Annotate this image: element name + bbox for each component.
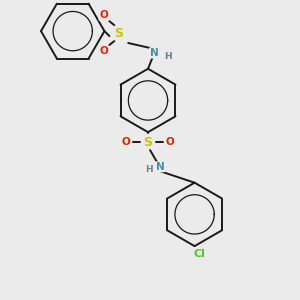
Text: O: O [122,137,130,147]
Text: O: O [99,46,108,56]
Text: H: H [164,52,172,62]
Text: Cl: Cl [194,249,206,259]
Text: N: N [150,48,158,58]
Text: H: H [145,165,153,174]
Text: N: N [155,162,164,172]
Text: O: O [99,10,108,20]
Text: S: S [114,27,123,40]
Text: O: O [165,137,174,147]
Text: S: S [143,136,152,148]
